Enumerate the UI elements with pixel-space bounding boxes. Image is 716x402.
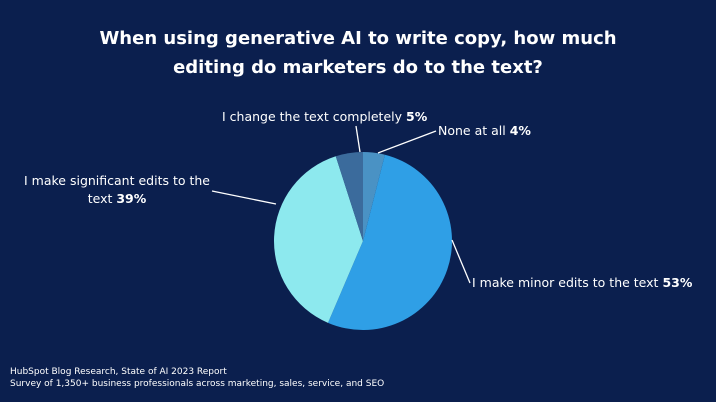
pie-slice xyxy=(363,152,385,241)
pie-slice xyxy=(273,156,363,323)
slice-label: None at all 4% xyxy=(438,122,531,140)
value-label: 5% xyxy=(406,109,428,124)
pie-slice xyxy=(327,154,452,330)
note: HubSpot Blog Research, State of AI 2023 … xyxy=(10,367,227,377)
leader-line xyxy=(355,125,361,153)
category-label: I make significant edits to the text xyxy=(24,173,210,206)
slice-label: I change the text completely 5% xyxy=(222,108,427,126)
category-label: None at all xyxy=(438,123,506,138)
value-label: 39% xyxy=(116,191,147,206)
leader-line xyxy=(377,130,437,154)
leader-line xyxy=(451,239,471,284)
leader-line xyxy=(211,190,277,205)
value-label: 4% xyxy=(509,123,531,138)
note: Survey of 1,350+ business professionals … xyxy=(10,379,385,389)
slice-label: I make minor edits to the text 53% xyxy=(472,274,692,292)
value-label: 53% xyxy=(662,275,693,290)
slice-label: I make significant edits to the text 39% xyxy=(22,172,212,208)
pie-slice xyxy=(335,152,363,241)
notes: HubSpot Blog Research, State of AI 2023 … xyxy=(10,366,384,390)
category-label: I change the text completely xyxy=(222,109,403,124)
chart-title: When using generative AI to write copy, … xyxy=(99,28,617,78)
category-label: I make minor edits to the text xyxy=(472,275,659,290)
